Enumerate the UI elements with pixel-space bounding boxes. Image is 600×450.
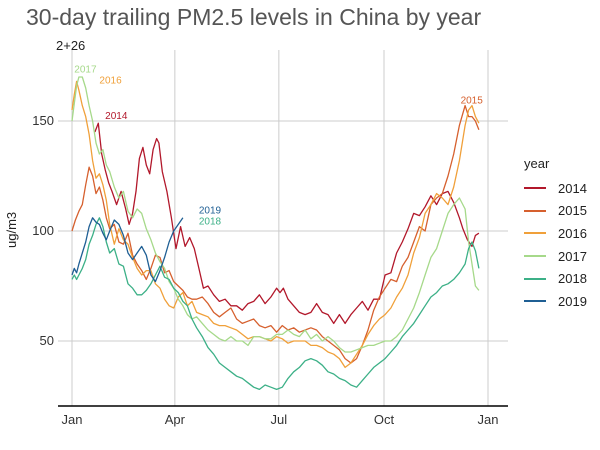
annotation-2015: 2015 [461,95,484,106]
legend-label: 2014 [558,180,587,196]
legend-item-2014: 2014 [524,177,587,200]
x-tick-label: Apr [165,412,186,427]
legend-swatch [524,255,546,258]
annotation-2018: 2018 [199,216,222,227]
legend-item-2019: 2019 [524,290,587,313]
legend-label: 2016 [558,225,587,241]
legend-item-2017: 2017 [524,245,587,268]
legend-items: 2014 2015 2016 2017 2018 2019 [524,177,587,313]
x-tick-label: Jul [271,412,288,427]
legend-label: 2018 [558,271,587,287]
legend-swatch [524,232,546,235]
series-lines [71,76,480,391]
x-tick-label: Oct [374,412,395,427]
legend-swatch [524,300,546,303]
annotation-2017: 2017 [74,65,97,76]
legend-label: 2015 [558,203,587,219]
legend-item-2015: 2015 [524,200,587,223]
series-line-2019 [71,217,184,283]
legend-swatch [524,187,546,190]
legend-item-2018: 2018 [524,267,587,290]
legend-label: 2019 [558,293,587,309]
annotation-2014: 2014 [105,111,128,122]
legend-swatch [524,209,546,212]
x-tick-label: Jan [478,412,499,427]
series-line-2014 [94,122,480,325]
series-line-2018 [71,217,480,391]
y-tick-label: 50 [40,333,54,348]
series-line-2015 [71,104,480,364]
series-line-2017 [71,76,480,353]
legend-item-2016: 2016 [524,222,587,245]
legend-label: 2017 [558,248,587,264]
legend-title: year [524,156,550,171]
annotation-2016: 2016 [99,76,122,87]
y-tick-label: 100 [32,223,54,238]
y-tick-label: 150 [32,113,54,128]
chart-title: 30-day trailing PM2.5 levels in China by… [26,4,482,30]
legend-swatch [524,277,546,280]
legend: year 2014 2015 2016 2017 2018 2019 [524,156,587,313]
grid-lines [58,50,508,406]
axes: Jan Apr Jul Oct Jan 50 100 150 [32,113,508,427]
chart-subtitle: 2+26 [56,38,86,53]
annotation-2019: 2019 [199,205,222,216]
y-axis-label: ug/m3 [4,211,19,248]
series-line-2016 [71,80,480,369]
x-tick-label: Jan [62,412,83,427]
